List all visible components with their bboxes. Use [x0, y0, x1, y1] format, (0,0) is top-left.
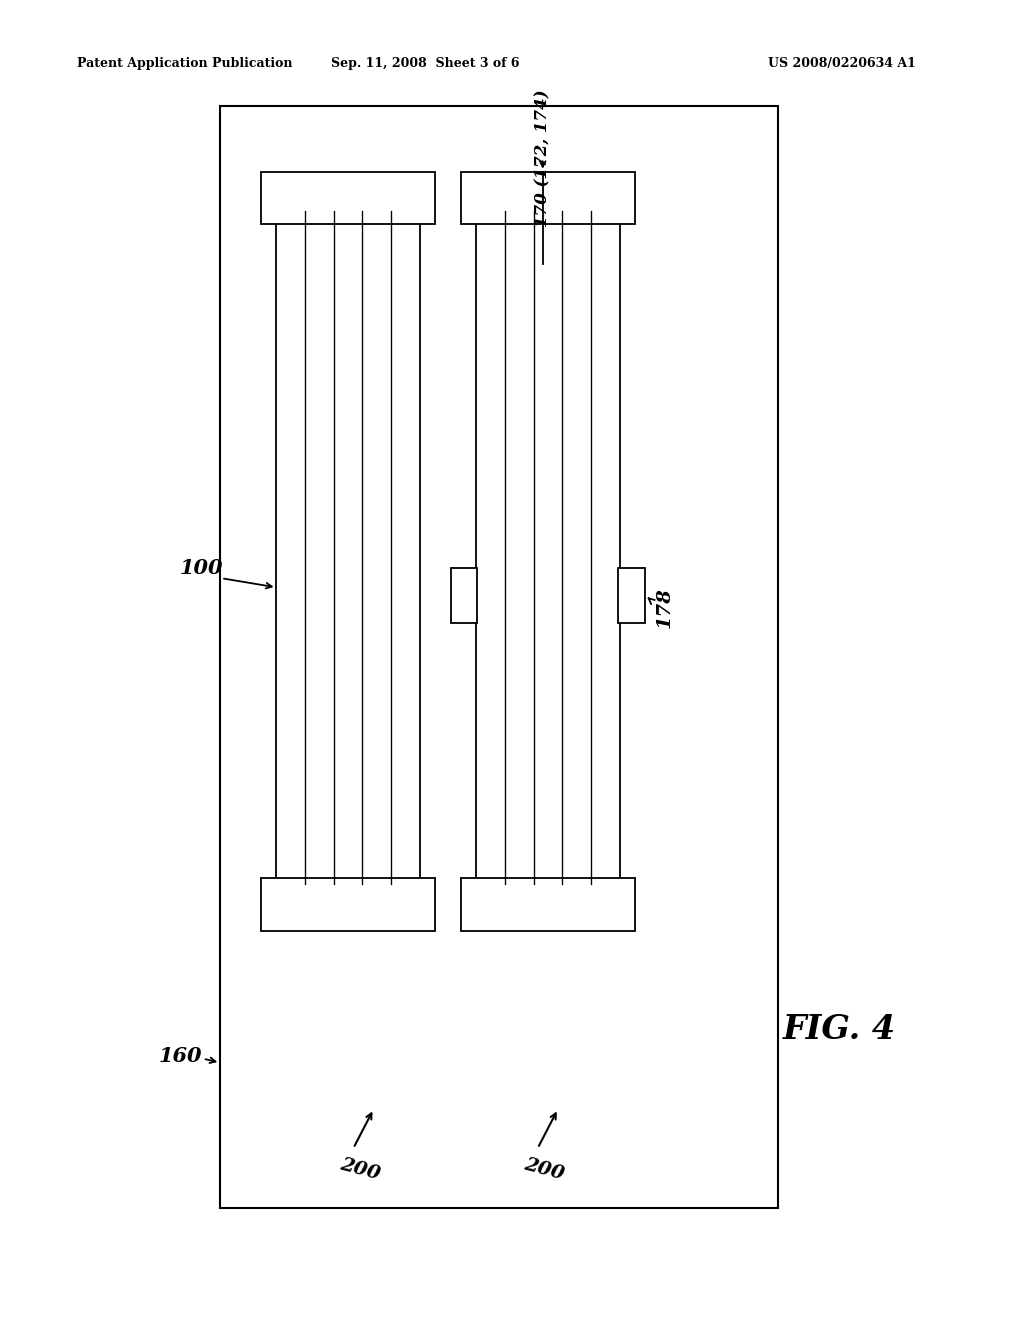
Text: 200: 200 — [522, 1155, 566, 1183]
Text: 170 (172, 174): 170 (172, 174) — [535, 90, 551, 227]
Text: 100: 100 — [179, 557, 222, 578]
Bar — [451, 568, 477, 623]
Bar — [618, 568, 645, 623]
Text: US 2008/0220634 A1: US 2008/0220634 A1 — [768, 57, 915, 70]
Text: Sep. 11, 2008  Sheet 3 of 6: Sep. 11, 2008 Sheet 3 of 6 — [331, 57, 519, 70]
Text: FIG. 4: FIG. 4 — [783, 1014, 896, 1045]
Bar — [476, 211, 620, 884]
Bar — [220, 106, 778, 1208]
Text: 200: 200 — [338, 1155, 382, 1183]
Bar — [461, 172, 635, 224]
Bar — [276, 211, 420, 884]
Text: 160: 160 — [159, 1045, 202, 1067]
Bar — [261, 878, 435, 931]
Bar — [261, 172, 435, 224]
Bar — [461, 878, 635, 931]
Text: 178: 178 — [655, 587, 674, 627]
Text: Patent Application Publication: Patent Application Publication — [77, 57, 292, 70]
